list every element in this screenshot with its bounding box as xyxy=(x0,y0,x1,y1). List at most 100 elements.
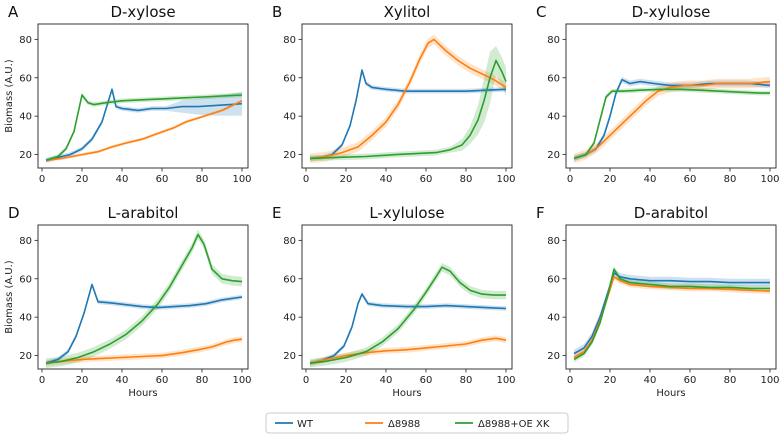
panel-e-line-d8988oe xyxy=(309,266,506,364)
panel-c-band-d8988 xyxy=(574,76,770,164)
panel-d-xlabel: Hours xyxy=(128,388,157,399)
panel-b-xtick-label-20: 20 xyxy=(340,174,353,185)
panel-f-line-wt xyxy=(573,272,770,355)
panel-d-xtick-label-80: 80 xyxy=(196,375,209,386)
panel-a-line-d8988 xyxy=(45,100,243,162)
panel-d-xtick-label-60: 60 xyxy=(156,375,169,386)
panel-a-xtick-label-40: 40 xyxy=(116,174,129,185)
panel-a-ytick-label-80: 80 xyxy=(19,35,32,46)
panel-d-ylabel: Biomass (A.U.) xyxy=(4,260,15,333)
panel-b-line-wt xyxy=(309,69,507,160)
panel-b-frame xyxy=(301,23,513,169)
panel-c-band-d8988oe xyxy=(574,87,770,161)
panel-b-xtick-label-0: 0 xyxy=(303,174,309,185)
panel-f-band-d8988oe xyxy=(574,266,770,363)
panel-a-xtick-label-60: 60 xyxy=(156,174,169,185)
panel-c-ytick-label-80: 80 xyxy=(547,35,560,46)
legend-label-d8988: Δ8988 xyxy=(388,419,420,430)
panel-e-ytick-label-40: 40 xyxy=(283,313,296,324)
panel-f-frame xyxy=(565,224,777,370)
panel-f-xtick-label-100: 100 xyxy=(760,375,779,386)
panel-c-band-wt xyxy=(574,76,770,162)
panel-d-title: L-arabitol xyxy=(108,204,179,222)
panel-e-ytick-label-60: 60 xyxy=(283,274,296,285)
panel-b-plot-area xyxy=(309,34,507,164)
panel-e-xtick-label-60: 60 xyxy=(420,375,433,386)
panel-b-line-d8988oe xyxy=(309,59,507,160)
panel-a-ylabel: Biomass (A.U.) xyxy=(4,59,15,132)
panel-a-xtick-label-20: 20 xyxy=(76,174,89,185)
panel-f-xtick-label-0: 0 xyxy=(567,375,573,386)
panel-f-ytick-label-80: 80 xyxy=(547,236,560,247)
panel-e-title: L-xylulose xyxy=(369,204,444,222)
panel-d-xtick-label-100: 100 xyxy=(232,375,251,386)
panel-c-xtick-label-40: 40 xyxy=(644,174,657,185)
panel-d-ytick-label-60: 60 xyxy=(19,274,32,285)
panel-f-xtick-label-60: 60 xyxy=(684,375,697,386)
panel-d-line-d8988oe xyxy=(45,233,243,364)
panel-c-ytick-label-40: 40 xyxy=(547,112,560,123)
panel-f-title: D-arabitol xyxy=(634,204,708,222)
panel-b-xtick-label-40: 40 xyxy=(380,174,393,185)
panel-c-title: D-xylulose xyxy=(632,3,711,21)
panel-c-frame xyxy=(565,23,777,169)
panel-b-title: Xylitol xyxy=(384,3,431,21)
panel-b-xtick-label-60: 60 xyxy=(420,174,433,185)
panel-b-band-d8988 xyxy=(310,34,506,164)
panel-b-letter: B xyxy=(272,3,282,21)
panel-f-line-d8988oe xyxy=(573,268,770,361)
panel-a-ytick-label-20: 20 xyxy=(19,150,32,161)
panel-a-ytick-label-40: 40 xyxy=(19,112,32,123)
panel-b-xtick-label-80: 80 xyxy=(460,174,473,185)
panel-c-xtick-label-100: 100 xyxy=(760,174,779,185)
panel-f-plot-area xyxy=(573,266,771,363)
panel-d-xtick-label-20: 20 xyxy=(76,375,89,386)
panel-c-xtick-label-20: 20 xyxy=(604,174,617,185)
panel-e-band-d8988 xyxy=(310,335,506,367)
panel-e-line-d8988 xyxy=(309,337,507,364)
panel-d-xtick-label-40: 40 xyxy=(116,375,129,386)
panel-c-letter: C xyxy=(536,3,546,21)
panel-b-xtick-label-100: 100 xyxy=(496,174,515,185)
panel-e-xtick-label-20: 20 xyxy=(340,375,353,386)
panel-d-xtick-label-0: 0 xyxy=(39,375,45,386)
panel-e-band-d8988oe xyxy=(310,263,506,368)
panel-e-xlabel: Hours xyxy=(392,388,421,399)
panel-a-xtick-label-0: 0 xyxy=(39,174,45,185)
panel-d-plot-area xyxy=(45,229,243,368)
panel-e: 0 20 40 60 80 100 20 40 60 80 L-xylulose E Hours xyxy=(272,204,516,399)
panel-c-line-d8988oe xyxy=(573,88,770,160)
panel-d-ytick-label-20: 20 xyxy=(19,351,32,362)
panel-d-line-wt xyxy=(45,283,243,364)
panel-a-frame xyxy=(37,23,249,169)
panel-f-ytick-label-20: 20 xyxy=(547,351,560,362)
panel-f-xtick-label-80: 80 xyxy=(724,375,737,386)
panel-f-ytick-label-60: 60 xyxy=(547,274,560,285)
panel-b-ytick-label-40: 40 xyxy=(283,112,296,123)
panel-c: 0 20 40 60 80 100 20 40 60 80 D-xylulose C xyxy=(536,3,780,185)
legend: WT Δ8988 Δ8988+OE XK xyxy=(265,412,569,434)
panel-f-xtick-label-20: 20 xyxy=(604,375,617,386)
panel-f: 0 20 40 60 80 100 20 40 60 80 D-arabitol F Hours xyxy=(536,204,780,399)
panel-b-band-d8988oe xyxy=(310,46,506,162)
panel-d-line-d8988 xyxy=(45,338,243,364)
panel-c-xtick-label-60: 60 xyxy=(684,174,697,185)
panel-e-xtick-label-40: 40 xyxy=(380,375,393,386)
panels-layer: 0 20 40 60 80 100 20 40 60 80 D-xylose A Biomass (A.… xyxy=(4,3,780,399)
panel-e-line-wt xyxy=(309,293,507,364)
legend-frame xyxy=(265,412,569,434)
panel-a-letter: A xyxy=(8,3,19,21)
panel-c-plot-area xyxy=(573,76,771,164)
panel-e-xtick-label-0: 0 xyxy=(303,375,309,386)
legend-label-wt: WT xyxy=(297,419,314,430)
panel-e-letter: E xyxy=(272,204,281,222)
panel-d-frame xyxy=(37,224,249,370)
panel-c-xtick-label-0: 0 xyxy=(567,174,573,185)
panel-f-xlabel: Hours xyxy=(656,388,685,399)
panel-d-ytick-label-40: 40 xyxy=(19,313,32,324)
panel-f-letter: F xyxy=(536,204,545,222)
panel-e-frame xyxy=(301,224,513,370)
panel-e-ytick-label-20: 20 xyxy=(283,351,296,362)
panel-d: 0 20 40 60 80 100 20 40 60 80 L-arabitol D Biomass (… xyxy=(4,204,252,399)
